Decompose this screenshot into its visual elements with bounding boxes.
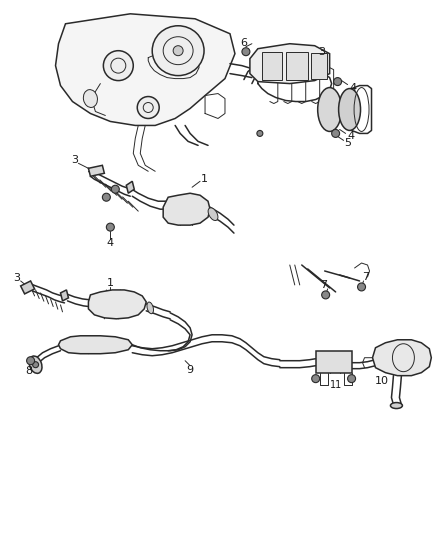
- Ellipse shape: [103, 51, 133, 80]
- Text: 1: 1: [201, 174, 208, 184]
- Text: 8: 8: [25, 366, 32, 376]
- Polygon shape: [250, 44, 330, 84]
- Circle shape: [32, 362, 39, 368]
- Polygon shape: [126, 181, 134, 193]
- Text: 1: 1: [107, 278, 114, 288]
- Polygon shape: [88, 290, 146, 319]
- Polygon shape: [163, 193, 210, 225]
- Circle shape: [312, 375, 320, 383]
- Text: 7: 7: [362, 272, 369, 282]
- Circle shape: [242, 47, 250, 55]
- Polygon shape: [88, 165, 104, 176]
- Ellipse shape: [137, 96, 159, 118]
- Circle shape: [111, 185, 119, 193]
- Bar: [311, 53, 327, 78]
- Ellipse shape: [29, 356, 42, 373]
- Circle shape: [357, 283, 366, 291]
- Text: 5: 5: [344, 139, 351, 148]
- Polygon shape: [56, 14, 235, 125]
- Circle shape: [321, 291, 330, 299]
- Ellipse shape: [390, 402, 403, 409]
- Text: 4: 4: [349, 83, 356, 93]
- Bar: [286, 52, 308, 79]
- Circle shape: [348, 375, 356, 383]
- Polygon shape: [59, 336, 132, 354]
- Text: 3: 3: [71, 155, 78, 165]
- Ellipse shape: [318, 87, 342, 132]
- Text: 3: 3: [318, 47, 325, 56]
- Polygon shape: [21, 281, 35, 294]
- Bar: [316, 351, 352, 373]
- Text: 6: 6: [240, 38, 247, 48]
- Text: 4: 4: [107, 238, 114, 248]
- Text: 10: 10: [374, 376, 389, 386]
- Ellipse shape: [147, 302, 153, 314]
- Circle shape: [334, 78, 342, 86]
- Circle shape: [257, 131, 263, 136]
- Text: 9: 9: [187, 365, 194, 375]
- Text: 3: 3: [13, 273, 20, 283]
- Circle shape: [102, 193, 110, 201]
- Polygon shape: [60, 290, 68, 301]
- Text: 11: 11: [329, 379, 342, 390]
- Polygon shape: [372, 340, 431, 376]
- Ellipse shape: [208, 208, 218, 221]
- Text: 7: 7: [320, 280, 327, 290]
- Ellipse shape: [339, 88, 360, 131]
- Ellipse shape: [173, 46, 183, 55]
- Circle shape: [106, 223, 114, 231]
- Circle shape: [332, 130, 339, 138]
- Ellipse shape: [152, 26, 204, 76]
- Text: 4: 4: [347, 132, 354, 141]
- Circle shape: [27, 357, 35, 365]
- Ellipse shape: [83, 90, 98, 108]
- Bar: [262, 52, 282, 79]
